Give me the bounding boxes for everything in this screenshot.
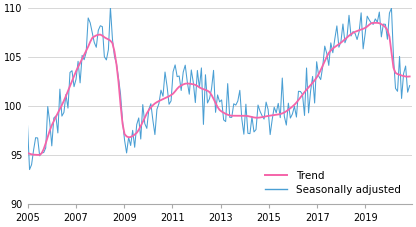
Legend: Trend, Seasonally adjusted: Trend, Seasonally adjusted [262, 169, 403, 197]
